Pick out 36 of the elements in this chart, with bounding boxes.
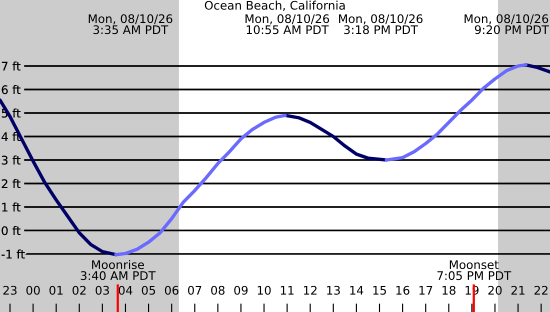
y-tick-label: 3 ft bbox=[2, 156, 21, 165]
y-tick-label: 0 ft bbox=[2, 226, 21, 236]
annotation: Mon, 08/10/26 3:18 PM PDT bbox=[339, 14, 423, 34]
annotation: Mon, 08/10/26 10:55 AM PDT bbox=[246, 14, 330, 34]
x-tick-label: 10 bbox=[258, 286, 271, 295]
ref-line-label: Moonset 7:05 PM PDT bbox=[437, 260, 512, 280]
x-tick-label: 07 bbox=[188, 286, 202, 295]
x-tick-label: 16 bbox=[396, 286, 410, 295]
x-tick-label: 01 bbox=[49, 286, 63, 295]
x-tick-label: 05 bbox=[142, 286, 156, 295]
x-tick-label: 06 bbox=[164, 286, 178, 295]
y-tick-label: 1 ft bbox=[2, 202, 21, 212]
x-tick-label: 21 bbox=[511, 286, 524, 295]
x-tick-label: 12 bbox=[304, 286, 317, 295]
y-tick-label: 2 ft bbox=[2, 179, 21, 188]
x-tick-label: 13 bbox=[327, 286, 340, 295]
x-tick-label: 00 bbox=[26, 286, 40, 295]
y-tick-label: -1 ft bbox=[2, 249, 25, 258]
x-tick-label: 23 bbox=[3, 286, 17, 295]
y-tick-label: 7 ft bbox=[2, 62, 21, 71]
y-tick-label: 6 ft bbox=[2, 85, 21, 94]
x-tick-label: 14 bbox=[350, 286, 364, 295]
x-tick-label: 18 bbox=[442, 286, 456, 295]
x-tick-label: 17 bbox=[419, 286, 432, 295]
x-tick-label: 09 bbox=[234, 286, 248, 295]
x-tick-label: 11 bbox=[280, 286, 294, 295]
x-tick-label: 03 bbox=[96, 286, 109, 295]
x-tick-label: 08 bbox=[211, 286, 225, 295]
x-tick-label: 20 bbox=[488, 286, 502, 295]
x-tick-label: 15 bbox=[373, 286, 386, 295]
annotation: Mon, 08/10/26 3:35 AM PDT bbox=[88, 14, 172, 34]
x-tick-label: 02 bbox=[72, 286, 86, 295]
x-tick-label: 22 bbox=[534, 286, 548, 295]
ref-line-label: Moonrise 3:40 AM PDT bbox=[80, 260, 156, 280]
chart-title: Ocean Beach, California bbox=[204, 0, 345, 11]
annotation: Mon, 08/10/26 9:20 PM PDT bbox=[464, 14, 549, 34]
